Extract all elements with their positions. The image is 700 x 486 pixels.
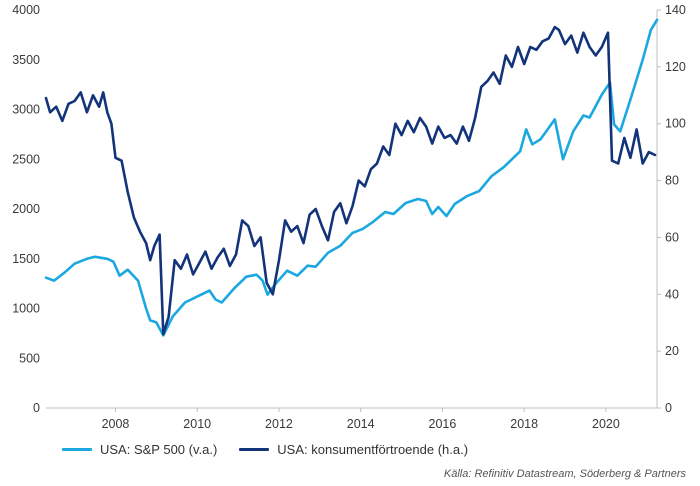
- series-line-sp500: [44, 18, 659, 337]
- left-tick-label: 1500: [12, 252, 40, 266]
- right-tick-label: 80: [665, 174, 679, 188]
- legend-swatch-consumer-confidence: [239, 448, 270, 451]
- x-tick-label: 2008: [102, 417, 130, 431]
- left-tick-label: 500: [19, 351, 40, 365]
- left-tick-label: 2000: [12, 202, 40, 216]
- right-tick-label: 140: [665, 3, 686, 17]
- legend-label-sp500: USA: S&P 500 (v.a.): [100, 442, 218, 457]
- left-tick-label: 3000: [12, 103, 40, 117]
- left-tick-label: 2500: [12, 152, 40, 166]
- x-tick-label: 2010: [183, 417, 211, 431]
- right-tick-label: 0: [665, 401, 672, 415]
- legend-label-consumer-confidence: USA: konsumentförtroende (h.a.): [277, 442, 469, 457]
- left-tick-label: 1000: [12, 302, 40, 316]
- chart-series: [44, 18, 659, 337]
- x-tick-label: 2020: [592, 417, 620, 431]
- source-note: Källa: Refinitiv Datastream, Söderberg &…: [443, 468, 686, 480]
- legend-item-consumer-confidence: USA: konsumentförtroende (h.a.): [239, 442, 468, 457]
- x-tick-label: 2016: [429, 417, 457, 431]
- x-tick-label: 2012: [265, 417, 293, 431]
- x-tick-label: 2014: [347, 417, 375, 431]
- series-line-consumer-confidence: [44, 25, 657, 336]
- right-tick-label: 20: [665, 344, 679, 358]
- left-tick-label: 4000: [12, 3, 40, 17]
- chart-legend: USA: S&P 500 (v.a.) USA: konsumentförtro…: [62, 442, 468, 457]
- legend-swatch-sp500: [62, 448, 92, 451]
- left-tick-label: 3500: [12, 53, 40, 67]
- x-tick-label: 2018: [510, 417, 538, 431]
- right-tick-label: 60: [665, 230, 679, 244]
- legend-item-sp500: USA: S&P 500 (v.a.): [62, 442, 217, 457]
- left-tick-label: 0: [33, 401, 40, 415]
- right-tick-label: 100: [665, 117, 686, 131]
- right-tick-label: 120: [665, 60, 686, 74]
- chart-axes: 0 500 1000 1500 2000 2500 3000 3500 4000 0 20 40 60 8…: [12, 3, 686, 431]
- right-tick-label: 40: [665, 287, 679, 301]
